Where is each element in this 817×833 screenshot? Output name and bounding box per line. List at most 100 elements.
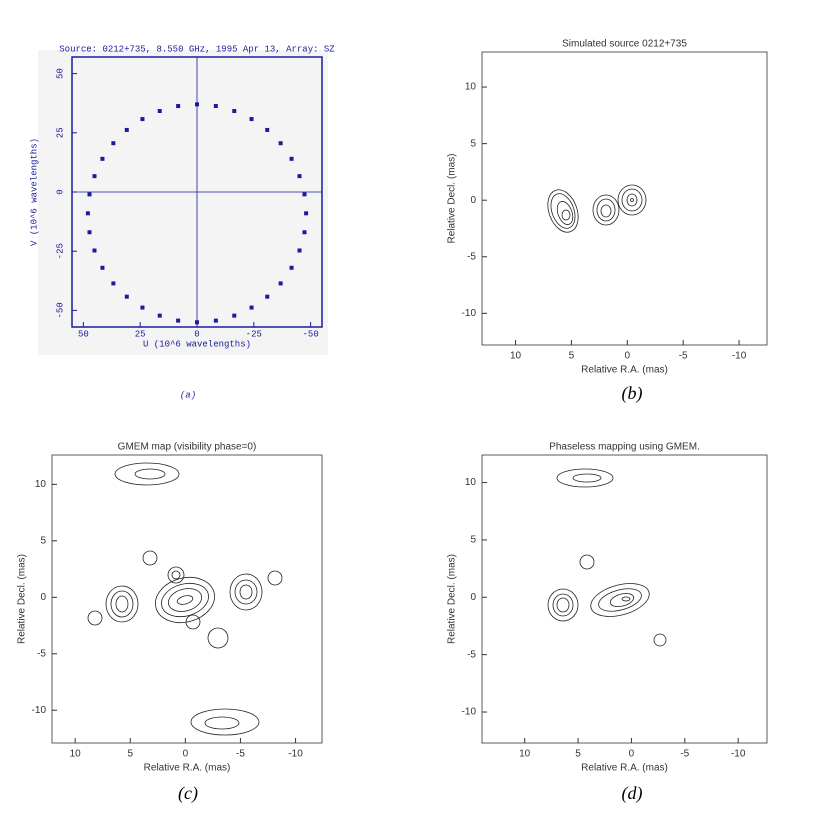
y-tick-label: -50 xyxy=(55,302,65,318)
y-tick-label: -10 xyxy=(462,308,477,319)
uv-point xyxy=(140,117,145,122)
x-tick-label: 25 xyxy=(135,329,146,339)
uv-point xyxy=(249,305,254,310)
x-tick-label: -5 xyxy=(680,749,689,760)
uv-point xyxy=(289,156,294,161)
uv-point xyxy=(278,281,283,286)
uv-point xyxy=(195,320,199,325)
uv-point xyxy=(302,230,307,235)
x-tick-label: 0 xyxy=(194,329,199,339)
y-axis-label: Relative Decl. (mas) xyxy=(17,554,28,644)
caption: (b) xyxy=(622,383,643,404)
x-tick-label: -5 xyxy=(236,749,245,760)
x-tick-label: 0 xyxy=(629,749,635,760)
uv-point xyxy=(249,117,254,122)
x-tick-label: -10 xyxy=(731,749,746,760)
uv-point xyxy=(304,211,309,216)
uv-point xyxy=(92,248,97,253)
uv-point xyxy=(265,294,270,299)
uv-point xyxy=(87,230,92,235)
y-tick-label: 10 xyxy=(35,479,47,490)
x-tick-label: 10 xyxy=(510,351,522,362)
uv-point xyxy=(157,313,162,318)
y-axis-label: V (10^6 wavelengths) xyxy=(29,138,39,246)
contours-c xyxy=(87,462,283,736)
uv-point xyxy=(289,265,294,270)
plot-frame xyxy=(481,454,768,744)
y-tick-label: 50 xyxy=(55,68,65,79)
uv-point xyxy=(87,192,92,197)
y-tick-label: 10 xyxy=(465,477,477,488)
uv-point xyxy=(213,104,218,109)
chart-title: Simulated source 0212+735 xyxy=(562,39,687,50)
uv-point xyxy=(124,294,129,299)
x-tick-label: 0 xyxy=(183,749,189,760)
y-tick-label: 5 xyxy=(40,535,46,546)
x-tick-label: -25 xyxy=(246,329,262,339)
contours-b xyxy=(547,184,647,233)
uv-point xyxy=(297,174,302,179)
x-tick-label: 0 xyxy=(625,351,631,362)
y-tick-label: 0 xyxy=(40,592,46,603)
y-tick-label: 5 xyxy=(470,138,476,149)
plot-frame xyxy=(481,51,768,346)
y-tick-label: -10 xyxy=(32,705,47,716)
x-tick-label: 5 xyxy=(127,749,133,760)
x-tick-label: -50 xyxy=(303,329,319,339)
panel: Source: 0212+735, 8.550 GHz, 1995 Apr 13… xyxy=(29,44,335,400)
panel: Phaseless mapping using GMEM. Relative R.… xyxy=(447,442,768,804)
y-axis-label: Relative Decl. (mas) xyxy=(447,153,458,243)
uv-point xyxy=(265,127,270,132)
uv-point xyxy=(111,141,116,146)
uv-point xyxy=(176,104,181,109)
x-tick-label: 10 xyxy=(519,749,531,760)
uv-point xyxy=(92,174,97,179)
panel: Simulated source 0212+735 Relative R.A. (… xyxy=(447,39,768,404)
y-tick-label: -25 xyxy=(55,243,65,259)
x-tick-label: 5 xyxy=(575,749,581,760)
y-tick-label: -5 xyxy=(467,649,476,660)
contours-d xyxy=(547,468,667,647)
y-tick-label: 0 xyxy=(470,592,476,603)
uv-point xyxy=(124,127,129,132)
x-axis-label: U (10^6 wavelengths) xyxy=(143,339,251,349)
y-tick-label: 10 xyxy=(465,82,477,93)
chart-title: Source: 0212+735, 8.550 GHz, 1995 Apr 13… xyxy=(59,44,335,54)
caption: (c) xyxy=(178,783,198,804)
uv-point xyxy=(195,102,199,107)
uv-point xyxy=(232,313,237,318)
uv-point xyxy=(297,248,302,253)
uv-point xyxy=(111,281,116,286)
x-tick-label: -5 xyxy=(679,351,688,362)
x-axis-label: Relative R.A. (mas) xyxy=(144,763,231,774)
x-tick-label: 10 xyxy=(70,749,82,760)
y-tick-label: 25 xyxy=(55,127,65,138)
plot-frame xyxy=(51,454,323,744)
caption: (a) xyxy=(180,390,196,400)
uv-point xyxy=(176,318,181,323)
x-tick-label: 5 xyxy=(569,351,575,362)
x-tick-label: -10 xyxy=(288,749,303,760)
uv-point xyxy=(157,109,162,113)
uv-point xyxy=(140,305,145,310)
y-tick-label: -5 xyxy=(467,251,476,262)
uv-point xyxy=(213,318,218,323)
y-tick-label: 0 xyxy=(55,189,65,194)
y-tick-label: 5 xyxy=(470,535,476,546)
uv-point xyxy=(85,211,90,216)
chart-title: Phaseless mapping using GMEM. xyxy=(549,442,700,453)
chart-title: GMEM map (visibility phase=0) xyxy=(118,442,257,453)
y-tick-label: -10 xyxy=(462,707,477,718)
x-tick-label: 50 xyxy=(78,329,89,339)
x-axis-label: Relative R.A. (mas) xyxy=(581,365,668,376)
uv-point xyxy=(100,156,105,161)
uv-point xyxy=(302,192,307,197)
uv-point xyxy=(100,265,105,270)
panel-background xyxy=(38,50,328,355)
x-tick-label: -10 xyxy=(732,351,747,362)
caption: (d) xyxy=(622,783,643,804)
x-axis-label: Relative R.A. (mas) xyxy=(581,763,668,774)
uv-point xyxy=(278,141,283,146)
panel: GMEM map (visibility phase=0) Relative R.… xyxy=(17,442,323,804)
